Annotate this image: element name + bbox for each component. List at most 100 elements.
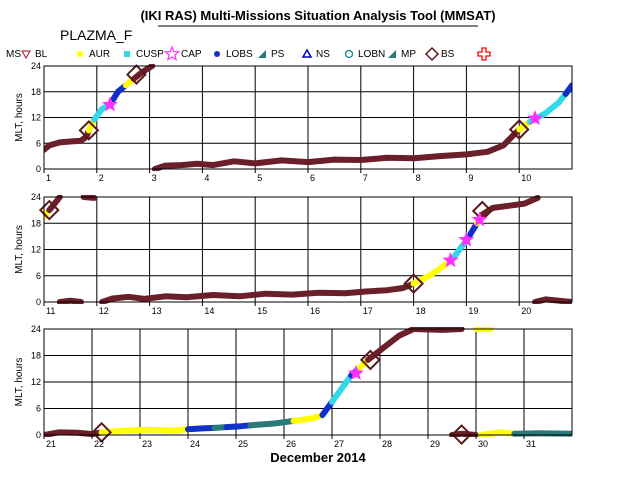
legend-item-cap: CAP — [163, 45, 202, 62]
legend-label: AUR — [89, 49, 110, 60]
cross-icon — [477, 47, 491, 61]
x-tick-label: 18 — [416, 306, 426, 316]
x-tick-label: 29 — [430, 439, 440, 449]
legend-label: CUSP — [136, 49, 164, 60]
triangle-down-icon — [20, 50, 32, 60]
tri-right-icon — [388, 50, 396, 58]
x-tick-label: 15 — [257, 306, 267, 316]
segment-aur — [98, 426, 191, 436]
x-tick-label: 19 — [468, 306, 478, 316]
legend-label: PS — [271, 49, 285, 60]
y-tick-label: 6 — [36, 404, 41, 414]
y-tick-label: 24 — [31, 192, 41, 202]
segment-ms — [46, 195, 63, 214]
y-tick-label: 18 — [31, 218, 41, 228]
x-tick-label: 17 — [363, 306, 373, 316]
y-axis-label: MLT, hours — [14, 358, 25, 407]
x-tick-label: 13 — [152, 306, 162, 316]
bow-shock-marker — [451, 424, 473, 445]
legend-item-bs: BS — [424, 46, 455, 62]
bow-shock-marker — [508, 119, 530, 140]
segment-ms — [130, 64, 156, 82]
x-tick-label: 2 — [99, 173, 104, 183]
segment-cusp — [329, 372, 355, 405]
x-tick-label: 7 — [363, 173, 368, 183]
legend-label: NS — [316, 49, 330, 60]
legend-item-mp: MP — [388, 49, 416, 60]
square-icon — [124, 51, 130, 57]
y-tick-label: 12 — [31, 245, 41, 255]
segment-lobs — [107, 82, 129, 108]
y-tick-label: 6 — [36, 271, 41, 281]
segment-ps — [247, 417, 297, 429]
x-tick-label: 28 — [382, 439, 392, 449]
star-icon — [163, 45, 181, 62]
legend-item-cusp: CUSP — [124, 49, 164, 60]
x-tick-label: 3 — [152, 173, 157, 183]
y-tick-label: 18 — [31, 87, 41, 97]
segment-aur — [477, 429, 518, 437]
segment-ms — [532, 296, 572, 304]
y-tick-label: 18 — [31, 351, 41, 361]
x-tick-label: 10 — [521, 173, 531, 183]
cap-marker — [527, 110, 544, 126]
x-tick-label: 20 — [521, 306, 531, 316]
y-tick-label: 6 — [36, 138, 41, 148]
segment-ms — [99, 280, 417, 304]
segment-lobs — [562, 82, 572, 97]
legend-label: MP — [401, 49, 416, 60]
y-tick-label: 12 — [31, 377, 41, 387]
y-tick-label: 0 — [36, 430, 41, 440]
legend-label: BL — [35, 49, 48, 60]
legend-item-cross — [477, 47, 491, 61]
legend-ms-label: MS — [6, 49, 21, 60]
segment-lobs — [185, 424, 218, 433]
x-tick-label: 25 — [238, 439, 248, 449]
cap-marker — [347, 364, 365, 380]
cap-marker — [458, 231, 475, 247]
legend-item-bl: BL — [20, 49, 48, 60]
bow-shock-marker — [78, 119, 100, 141]
legend-item-ps: PS — [258, 49, 285, 60]
x-tick-label: 12 — [99, 306, 109, 316]
x-tick-label: 6 — [310, 173, 315, 183]
x-tick-label: 31 — [526, 439, 536, 449]
x-tick-label: 21 — [46, 439, 56, 449]
legend-label: BS — [441, 49, 455, 60]
y-axis-label: MLT, hours — [14, 93, 25, 142]
x-tick-label: 26 — [286, 439, 296, 449]
y-tick-label: 0 — [36, 164, 41, 174]
x-tick-label: 23 — [142, 439, 152, 449]
x-tick-label: 1 — [46, 173, 51, 183]
x-tick-label: 16 — [310, 306, 320, 316]
segment-ms — [365, 327, 417, 363]
cap-marker — [442, 251, 459, 268]
y-tick-label: 0 — [36, 297, 41, 307]
x-tick-label: 4 — [204, 173, 209, 183]
figure-title: (IKI RAS) Multi-Missions Situation Analy… — [140, 8, 495, 23]
legend-label: LOBN — [358, 49, 385, 60]
x-tick-label: 22 — [94, 439, 104, 449]
y-axis-label: MLT, hours — [14, 225, 25, 274]
chart-panel-3: 21 22 23 24 25 26 27 28 29 30 31 0 6 12 18 24 MLT, hours — [14, 324, 573, 449]
diamond-icon — [424, 46, 440, 62]
y-tick-label: 24 — [31, 61, 41, 71]
segment-lobs — [223, 422, 254, 431]
legend-item-lobs: LOBS — [214, 49, 253, 60]
satellite-name: PLAZMA_F — [60, 27, 132, 43]
dot-icon — [214, 51, 220, 57]
x-tick-label: 11 — [46, 306, 55, 316]
bow-shock-marker — [125, 64, 147, 85]
bow-shock-marker — [403, 273, 425, 295]
legend-item-aur: AUR — [77, 49, 110, 60]
circle-icon — [344, 49, 354, 59]
x-tick-label: 27 — [334, 439, 344, 449]
bow-shock-marker — [91, 421, 113, 443]
x-tick-label: 8 — [416, 173, 421, 183]
cap-marker — [101, 96, 119, 112]
legend-item-lobn: LOBN — [344, 49, 385, 60]
tri-right-icon — [258, 50, 266, 58]
chart-legend: MS BL AUR CUSP CAP LOBS PS NS LOBN MP BS — [6, 45, 491, 62]
